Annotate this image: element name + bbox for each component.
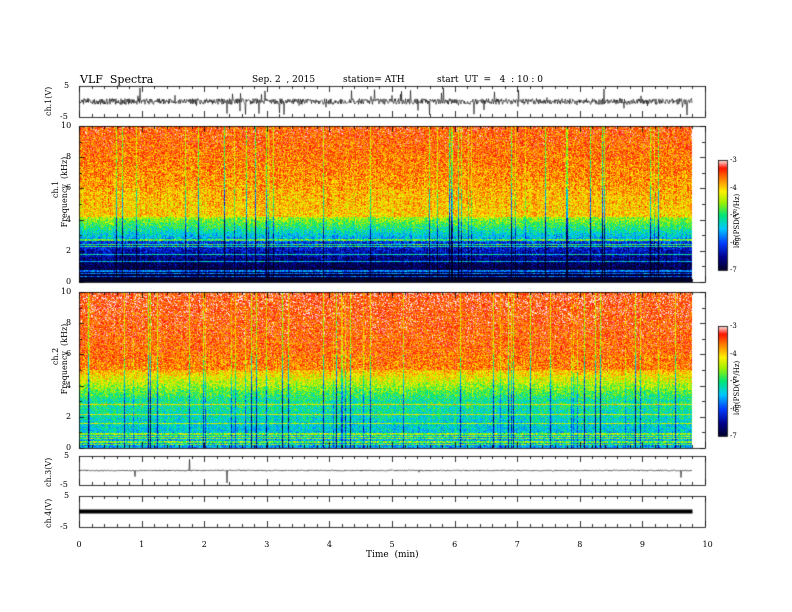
x-tick-label-8: 8 xyxy=(577,540,583,549)
ch3-waveform-ylabel: ch.3(V) xyxy=(44,457,53,487)
x-tick-label-10: 10 xyxy=(702,540,713,549)
colorbar0-tick--7: -7 xyxy=(730,266,737,274)
start-time-label: start UT = 4 : 10 : 0 xyxy=(437,75,543,85)
panel4-ytick-top: 5 xyxy=(64,491,70,500)
x-tick-label-5: 5 xyxy=(389,540,395,549)
panel2-ytick-6: 6 xyxy=(66,349,72,359)
panel2-ytick-10: 10 xyxy=(61,287,72,296)
colorbar0-tick--6: -6 xyxy=(730,238,737,247)
panel0-ytick-bottom: -5 xyxy=(60,112,68,121)
panel2-ytick-0: 0 xyxy=(66,443,72,452)
colorbar0-tick--3: -3 xyxy=(730,156,737,164)
x-tick-label-9: 9 xyxy=(639,540,645,549)
colorbar1-tick--7: -7 xyxy=(730,432,737,440)
colorbar1-tick--5: -5 xyxy=(730,377,737,385)
x-tick-label-2: 2 xyxy=(201,540,207,549)
x-tick-label-1: 1 xyxy=(139,540,145,549)
ch2-spectrogram-ylabel: ch.2 Frequency (kHz) xyxy=(51,323,69,395)
chart-title: VLF Spectra xyxy=(80,73,154,86)
panel2-ytick-4: 4 xyxy=(66,380,72,390)
station-label: station= ATH xyxy=(343,75,405,85)
colorbar1-tick--6: -6 xyxy=(730,404,737,413)
ch1-spectrogram-ylabel: ch.1 Frequency (kHz) xyxy=(51,156,69,228)
x-tick-label-4: 4 xyxy=(326,540,332,549)
panel3-ytick-top: 5 xyxy=(64,451,70,460)
colorbar1-tick--4: -4 xyxy=(730,349,737,358)
x-tick-label-6: 6 xyxy=(452,540,458,549)
panel1-ytick-2: 2 xyxy=(66,245,72,255)
panel1-ytick-4: 4 xyxy=(66,214,72,224)
date-label: Sep. 2 , 2015 xyxy=(252,75,316,85)
panel1-ytick-0: 0 xyxy=(66,277,72,286)
panel0-ytick-top: 5 xyxy=(64,81,70,90)
x-tick-label-3: 3 xyxy=(264,540,270,549)
colorbar0-tick--5: -5 xyxy=(730,211,737,219)
x-tick-label-0: 0 xyxy=(76,540,82,549)
panel1-ytick-10: 10 xyxy=(61,121,72,130)
panel1-ytick-8: 8 xyxy=(66,152,72,162)
panel1-ytick-6: 6 xyxy=(66,183,72,193)
colorbar1-tick--3: -3 xyxy=(730,322,737,330)
x-axis-label: Time (min) xyxy=(366,550,419,560)
x-tick-label-7: 7 xyxy=(514,540,520,549)
panel2-ytick-8: 8 xyxy=(66,318,72,328)
panel2-ytick-2: 2 xyxy=(66,411,72,421)
panel4-ytick-bottom: -5 xyxy=(60,522,68,531)
panel3-ytick-bottom: -5 xyxy=(60,480,68,489)
ch1-waveform-ylabel: ch.1(V) xyxy=(44,86,53,116)
colorbar0-tick--4: -4 xyxy=(730,183,737,192)
ch4-waveform-ylabel: ch.4(V) xyxy=(44,498,53,528)
